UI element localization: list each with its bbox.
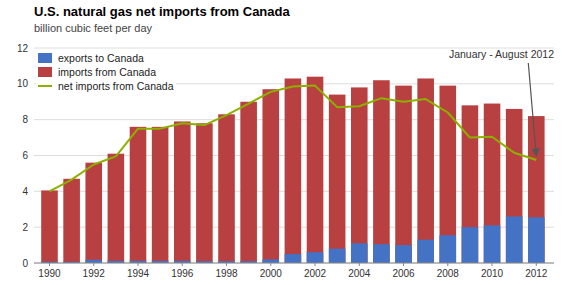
legend: exports to Canada imports from Canada net … <box>36 50 176 94</box>
bar <box>395 245 412 263</box>
legend-swatch <box>38 53 52 63</box>
bar <box>85 163 102 263</box>
title: U.S. natural gas net imports from Canada <box>34 4 290 19</box>
line <box>49 86 536 192</box>
y-tick-label: 10 <box>17 78 29 89</box>
plot-area <box>41 77 544 263</box>
y-tick-label: 2 <box>22 222 28 233</box>
x-tick-label: 2006 <box>392 268 415 279</box>
x-tick-label: 1998 <box>215 268 238 279</box>
x-tick-label: 1992 <box>83 268 106 279</box>
bar <box>285 78 302 263</box>
annotation-arrow <box>528 63 536 156</box>
bar <box>63 179 80 263</box>
legend-label: imports from Canada <box>58 66 156 78</box>
subtitle: billion cubic feet per day <box>34 22 153 34</box>
bar <box>373 80 390 263</box>
bar <box>240 102 257 263</box>
bar <box>484 225 501 263</box>
bar <box>130 127 147 263</box>
bar <box>174 121 191 263</box>
bar-series <box>41 216 544 263</box>
legend-label: exports to Canada <box>58 52 144 64</box>
y-tick-label: 12 <box>17 43 29 54</box>
x-tick-label: 1990 <box>38 268 61 279</box>
bar <box>484 104 501 263</box>
bar <box>108 154 125 263</box>
bar <box>439 235 456 263</box>
bar <box>196 123 213 263</box>
bar <box>417 78 434 263</box>
x-tick-label: 2012 <box>525 268 548 279</box>
x-axis-line <box>34 263 554 264</box>
bar <box>285 254 302 263</box>
x-tick-label: 2010 <box>481 268 504 279</box>
bar <box>329 95 346 263</box>
x-tick-label: 2008 <box>437 268 460 279</box>
bar <box>307 252 324 263</box>
bar <box>307 77 324 263</box>
bar <box>506 109 523 263</box>
bar <box>262 259 279 263</box>
bar <box>41 190 58 263</box>
bar <box>262 89 279 263</box>
annotation: January - August 2012 <box>449 48 554 60</box>
bar <box>528 217 545 263</box>
x-tick-label: 2000 <box>260 268 283 279</box>
legend-swatch <box>38 85 52 87</box>
bar <box>351 243 368 263</box>
bar <box>395 86 412 263</box>
bar <box>218 114 235 263</box>
y-tick-label: 6 <box>22 150 28 161</box>
bar <box>373 244 390 263</box>
legend-label: net imports from Canada <box>58 80 174 92</box>
chart: U.S. natural gas net imports from Canada… <box>0 0 566 285</box>
bar <box>462 105 479 263</box>
y-tick-label: 4 <box>22 186 28 197</box>
grid-line <box>34 263 554 264</box>
grid <box>34 48 554 263</box>
legend-background <box>36 50 176 94</box>
bar <box>351 87 368 263</box>
x-tick-label: 1996 <box>171 268 194 279</box>
bar <box>528 116 545 263</box>
bar <box>462 227 479 263</box>
y-tick-label: 0 <box>22 258 28 269</box>
bar <box>329 249 346 263</box>
x-tick-label: 1994 <box>127 268 150 279</box>
bar-series <box>41 77 544 263</box>
legend-swatch <box>38 67 52 77</box>
bar <box>417 240 434 263</box>
x-tick-label: 2004 <box>348 268 371 279</box>
bar <box>152 127 169 263</box>
x-tick-label: 2002 <box>304 268 327 279</box>
y-tick-label: 8 <box>22 114 28 125</box>
bar <box>506 216 523 263</box>
